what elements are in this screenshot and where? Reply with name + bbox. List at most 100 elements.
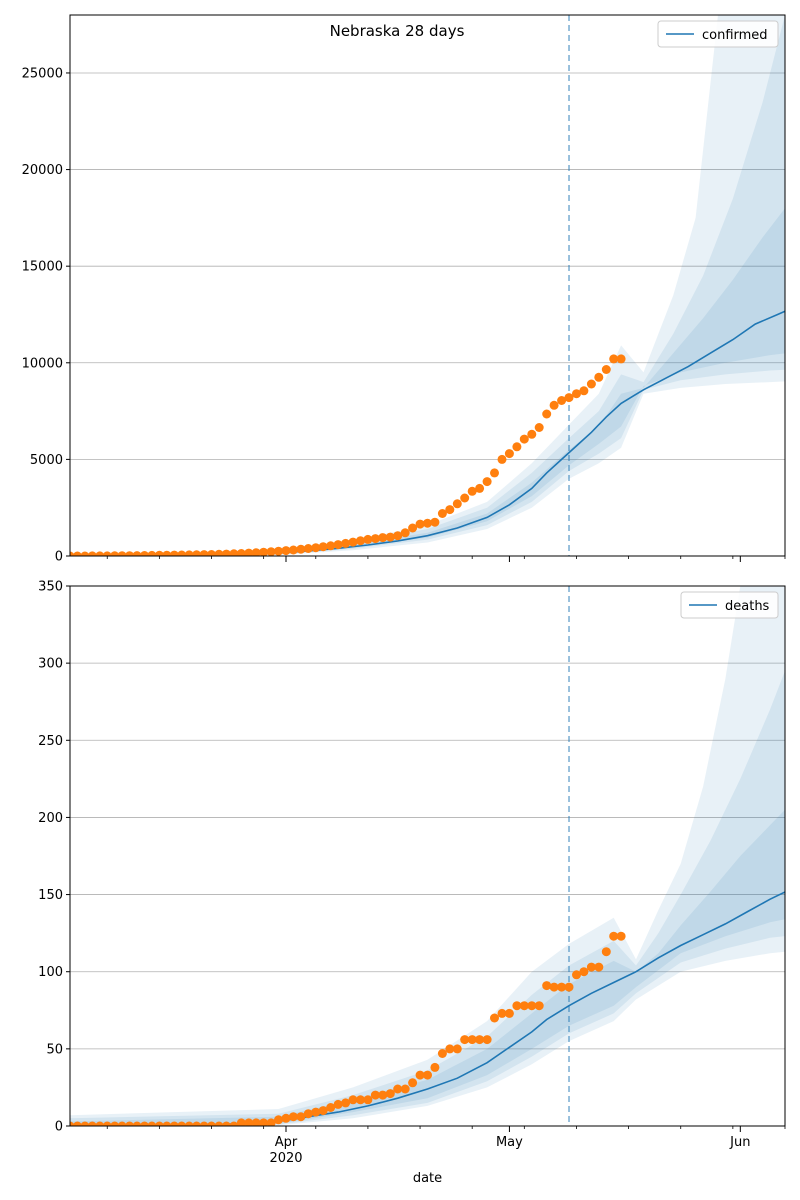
observed-point xyxy=(527,429,537,439)
y-tick-label: 15000 xyxy=(22,260,63,275)
observed-point xyxy=(423,518,432,528)
observed-point xyxy=(445,505,455,515)
observed-point xyxy=(430,517,440,527)
observed-point xyxy=(87,1121,97,1126)
observed-point xyxy=(609,354,619,364)
y-tick-label: 150 xyxy=(38,888,63,903)
observed-point xyxy=(423,1070,432,1080)
observed-point xyxy=(497,454,507,464)
legend-label: deaths xyxy=(725,599,770,614)
observed-point xyxy=(616,354,626,364)
observed-point xyxy=(177,1121,187,1126)
figure-title: Nebraska 28 days xyxy=(330,22,465,40)
y-tick-label: 200 xyxy=(38,811,63,826)
observed-point xyxy=(460,1035,470,1045)
observed-point xyxy=(579,967,589,977)
observed-point xyxy=(162,550,172,556)
observed-point xyxy=(221,549,231,556)
observed-point xyxy=(184,550,194,556)
observed-point xyxy=(437,1049,447,1058)
observed-point xyxy=(400,1084,410,1094)
observed-point xyxy=(356,536,365,546)
y-tick-label: 0 xyxy=(55,1120,63,1135)
observed-point xyxy=(527,1001,537,1011)
observed-point xyxy=(288,1112,298,1122)
y-tick-label: 250 xyxy=(38,734,63,749)
observed-point xyxy=(385,1089,395,1099)
observed-point xyxy=(542,981,552,991)
observed-point xyxy=(192,1121,202,1126)
observed-point xyxy=(482,1035,492,1045)
y-tick-label: 350 xyxy=(38,580,63,595)
observed-point xyxy=(348,1095,358,1105)
observed-point xyxy=(594,962,604,972)
x-axis-label: date xyxy=(413,1171,442,1186)
observed-point xyxy=(512,1001,522,1011)
observed-point xyxy=(125,551,135,556)
observed-point xyxy=(452,499,462,509)
band-outer xyxy=(70,586,785,1126)
observed-point xyxy=(274,1115,283,1125)
observed-point xyxy=(393,1084,403,1094)
observed-point xyxy=(154,550,164,556)
observed-point xyxy=(348,537,358,547)
observed-point xyxy=(564,982,574,992)
observed-point xyxy=(296,1112,306,1122)
observed-point xyxy=(259,1118,269,1126)
x-year-label: 2020 xyxy=(269,1151,302,1166)
observed-point xyxy=(482,477,492,487)
observed-point xyxy=(467,486,477,496)
y-tick-label: 50 xyxy=(46,1042,63,1057)
observed-point xyxy=(341,1098,351,1108)
observed-point xyxy=(244,1118,254,1126)
observed-point xyxy=(102,1121,112,1126)
observed-point xyxy=(586,962,596,972)
observed-point xyxy=(467,1035,477,1045)
observed-point xyxy=(393,531,403,541)
observed-point xyxy=(408,1078,418,1088)
y-tick-label: 5000 xyxy=(30,453,63,468)
observed-point xyxy=(95,1121,105,1126)
y-tick-label: 300 xyxy=(38,657,63,672)
observed-point xyxy=(229,1121,239,1126)
observed-point xyxy=(400,528,410,538)
observed-point xyxy=(147,550,157,556)
observed-point xyxy=(504,1008,514,1018)
observed-point xyxy=(512,442,522,452)
observed-point xyxy=(370,534,380,544)
observed-point xyxy=(430,1062,440,1072)
observed-point xyxy=(80,1121,90,1126)
observed-point xyxy=(363,534,373,544)
observed-point xyxy=(341,538,351,548)
observed-point xyxy=(311,543,321,553)
observed-point xyxy=(475,483,485,493)
observed-point xyxy=(132,1121,142,1126)
observed-point xyxy=(408,523,418,533)
observed-point xyxy=(110,551,120,556)
observed-point xyxy=(326,541,336,551)
observed-point xyxy=(72,1121,82,1126)
observed-point xyxy=(72,551,82,556)
observed-point xyxy=(378,1090,388,1100)
observed-point xyxy=(80,551,90,556)
observed-point xyxy=(169,1121,179,1126)
observed-point xyxy=(579,386,589,396)
observed-point xyxy=(311,1107,321,1117)
observed-point xyxy=(318,542,328,552)
observed-point xyxy=(244,548,254,556)
observed-point xyxy=(519,1001,529,1011)
observed-point xyxy=(557,982,567,992)
observed-point xyxy=(288,545,298,555)
observed-point xyxy=(385,532,395,542)
observed-point xyxy=(586,379,596,389)
observed-point xyxy=(236,1118,246,1126)
observed-point xyxy=(95,551,105,556)
observed-point xyxy=(370,1090,380,1100)
observed-point xyxy=(192,550,202,556)
observed-point xyxy=(236,549,246,556)
observed-point xyxy=(378,533,388,543)
observed-point xyxy=(154,1121,164,1126)
y-tick-label: 20000 xyxy=(22,163,63,178)
observed-point xyxy=(549,982,559,992)
